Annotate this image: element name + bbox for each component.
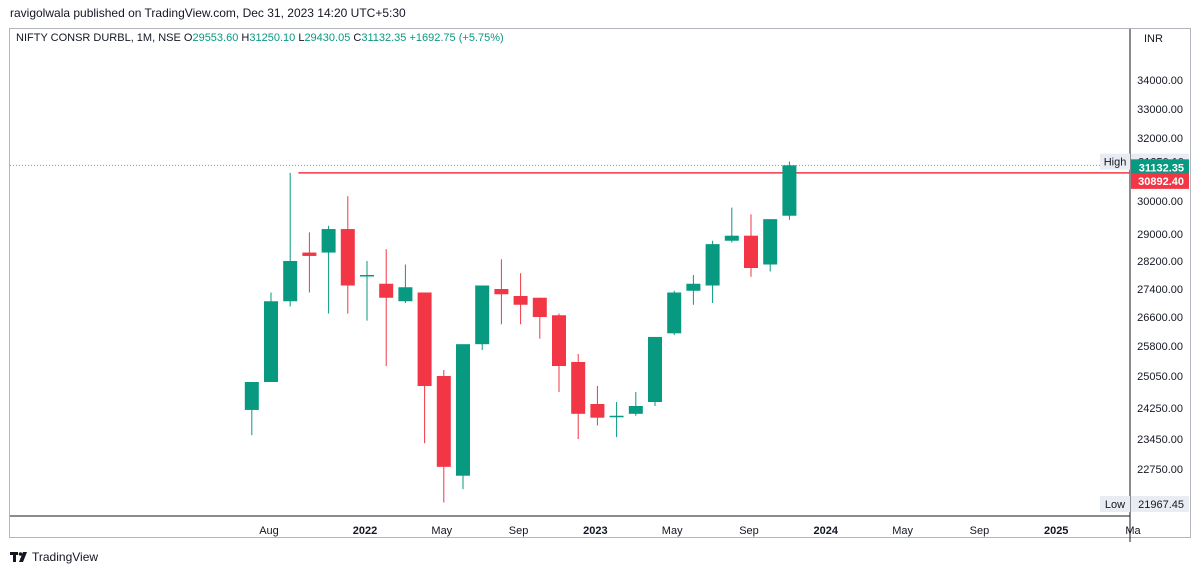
brand-footer[interactable]: TradingView [10,550,98,564]
high-label: H [241,32,250,44]
x-tick-label: May [892,525,913,537]
x-tick-label: Aug [259,525,279,537]
x-tick-label: 2022 [353,525,377,537]
candle-body [244,382,259,410]
open-label: O [183,32,193,44]
y-tick-label: 26600.00 [1137,312,1183,324]
x-tick-label: 2024 [814,525,839,537]
candle-body [475,285,490,345]
y-tick-label: 32000.00 [1137,133,1183,145]
y-tick-label: 23450.00 [1137,434,1183,446]
close-value: 31132.35 [361,32,407,44]
currency-label[interactable]: INR [1144,33,1163,45]
high-value: 31250.10 [249,32,296,44]
candle-body [532,297,547,317]
low-tag-bg [1100,496,1130,512]
y-tick-label: 34000.00 [1137,75,1183,87]
candle-body [782,165,797,216]
open-value: 29553.60 [192,32,239,44]
candle-body [494,289,509,295]
candle-body [571,362,586,414]
candle-body [302,252,317,256]
candle-body [744,235,758,268]
x-tick-label: Sep [739,525,759,537]
x-tick-label: Ma [1125,525,1141,537]
symbol-name[interactable]: NIFTY CONSR DURBL, 1M, NSE [16,32,181,44]
last-price-label: 31132.35 [1139,162,1184,174]
symbol-legend: NIFTY CONSR DURBL, 1M, NSE O29553.60 H31… [16,32,504,44]
y-tick-label: 29000.00 [1137,229,1183,241]
y-tick-label: 22750.00 [1137,464,1183,476]
high-tag-bg [1100,153,1130,170]
y-tick-label: 25800.00 [1137,341,1183,353]
low-value-label: 21967.45 [1138,499,1184,511]
low-value-bg [1131,496,1189,512]
chart-frame [9,28,1191,538]
candle-body [360,275,374,277]
candle-body [283,261,298,302]
y-tick-label: 30000.00 [1137,196,1183,208]
candle-body [379,283,394,298]
level-price-label: 30892.40 [1138,176,1184,188]
y-tick-label: 27400.00 [1137,284,1183,296]
candle-body [590,404,605,418]
y-tick-label: 33000.00 [1137,104,1183,116]
low-value: 29430.05 [304,32,351,44]
candle-body [609,415,624,418]
candle-body [340,229,355,286]
tradingview-logo-icon [10,552,27,562]
candle-body [628,406,643,414]
close-label: C [353,32,362,44]
brand-name: TradingView [32,550,99,564]
high-tag-label: High [1104,157,1127,169]
y-tick-label: 28200.00 [1137,256,1183,268]
candle-body [686,283,701,291]
candle-body [417,292,432,386]
x-tick-label: Sep [970,525,990,537]
candle-body [763,219,778,265]
low-tag-label: Low [1105,499,1125,511]
candle-body [436,376,451,467]
candle-body [667,292,682,334]
level-price-bg [1131,172,1189,189]
low-label: L [298,32,305,44]
x-tick-label: 2023 [583,525,607,537]
x-tick-label: May [431,525,452,537]
x-tick-label: Sep [509,525,529,537]
y-tick-label: 25050.00 [1137,371,1183,383]
change-value: +1692.75 (+5.75%) [409,32,504,44]
y-tick-label: 24250.00 [1137,403,1183,415]
candle-body [264,301,278,382]
publisher-line: ravigolwala published on TradingView.com… [10,6,406,20]
candle-body [724,235,739,241]
x-tick-label: May [662,525,683,537]
candle-body [398,287,413,302]
candle-body [648,336,662,402]
candle-body [705,244,720,286]
candle-body [513,296,528,305]
x-tick-label: 2025 [1044,525,1068,537]
candle-body [321,229,336,253]
candle-body [456,344,470,476]
candle-body [552,315,566,366]
last-price-bg [1131,159,1189,176]
